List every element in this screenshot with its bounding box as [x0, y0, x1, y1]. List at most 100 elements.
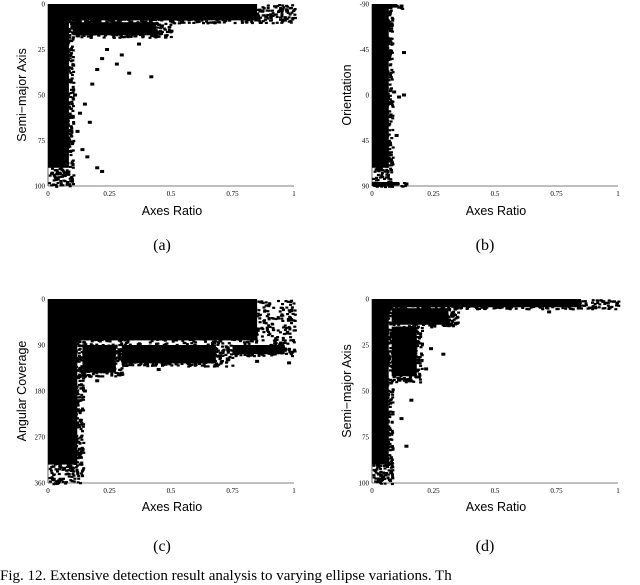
region-mark-c-0	[78, 412, 82, 415]
region-fill-b-2	[372, 181, 400, 186]
region-mark-c-1	[290, 308, 294, 311]
region-mark-c-0	[79, 472, 83, 475]
region-mark-a-0	[71, 116, 75, 119]
region-mark-b-0	[388, 158, 392, 161]
region-mark-c-0	[76, 402, 80, 406]
region-mark-c-0	[77, 440, 81, 443]
region-mark-a-1	[196, 20, 200, 23]
region-mark-c-1	[262, 306, 266, 309]
region-mark-c-1	[247, 342, 251, 345]
data-point-a-15	[73, 93, 78, 97]
region-mark-c-0	[80, 365, 84, 368]
sublabel-b: (b)	[476, 237, 495, 254]
region-mark-b-0	[390, 49, 393, 52]
region-mark-c-3	[221, 345, 224, 348]
region-mark-a-0	[70, 149, 74, 152]
region-mark-c-3	[218, 357, 222, 361]
region-fill-b-0	[372, 4, 389, 168]
region-mark-c-1	[271, 317, 275, 320]
data-point-c-4	[255, 359, 260, 363]
region-mark-c-1	[108, 340, 112, 343]
region-mark-c-1	[194, 341, 198, 344]
region-mark-a-2	[124, 35, 128, 38]
region-mark-c-0	[76, 461, 80, 464]
region-mark-b-0	[391, 19, 395, 22]
region-mark-c-1	[284, 326, 288, 330]
region-mark-c-1	[119, 340, 123, 343]
region-mark-c-0	[80, 359, 84, 362]
region-mark-c-3	[202, 363, 206, 366]
region-fill-b-1	[372, 4, 398, 8]
region-mark-a-0	[70, 100, 74, 103]
region-mark-c-1	[137, 342, 141, 345]
region-mark-c-1	[257, 314, 261, 317]
region-mark-a-1	[71, 21, 74, 24]
region-mark-c-3	[176, 364, 180, 367]
region-mark-b-0	[390, 68, 394, 71]
region-mark-a-2	[156, 22, 159, 26]
region-mark-a-2	[82, 34, 86, 37]
region-mark-c-1	[259, 301, 263, 304]
region-mark-c-0	[82, 409, 86, 412]
region-mark-c-1	[271, 323, 275, 326]
region-mark-a-2	[170, 29, 174, 33]
region-mark-a-2	[150, 34, 154, 37]
region-mark-c-1	[249, 340, 253, 343]
y-tick-label-c-0: 0	[42, 296, 46, 304]
region-mark-c-1	[126, 341, 130, 344]
region-mark-a-1	[261, 20, 265, 23]
region-mark-a-0	[60, 168, 64, 171]
region-mark-c-3	[215, 365, 219, 368]
region-mark-a-0	[58, 171, 62, 174]
region-mark-a-0	[67, 101, 71, 104]
region-mark-c-1	[216, 341, 220, 344]
region-mark-c-1	[227, 342, 231, 345]
region-mark-a-0	[69, 133, 73, 136]
data-point-a-4	[100, 57, 105, 61]
region-mark-c-3	[231, 356, 235, 359]
data-point-a-1	[149, 75, 154, 79]
region-mark-c-1	[216, 343, 220, 346]
region-mark-a-1	[224, 19, 228, 23]
region-mark-b-0	[388, 110, 392, 113]
region-mark-a-1	[271, 14, 275, 17]
region-mark-b-0	[385, 173, 389, 176]
data-point-b-3	[397, 95, 402, 99]
region-mark-a-0	[69, 150, 73, 153]
region-mark-c-1	[89, 343, 93, 346]
region-mark-a-1	[292, 9, 296, 13]
region-mark-a-1	[261, 9, 265, 12]
region-mark-c-0	[78, 366, 82, 369]
region-mark-c-3	[215, 350, 219, 353]
region-mark-c-0	[71, 472, 75, 475]
region-mark-a-1	[279, 7, 283, 10]
region-mark-b-0	[386, 176, 390, 179]
region-mark-a-2	[156, 26, 160, 29]
region-mark-a-0	[59, 172, 63, 176]
region-mark-c-1	[272, 306, 276, 309]
region-mark-c-0	[48, 467, 52, 470]
region-mark-a-0	[52, 183, 55, 186]
region-mark-a-0	[68, 34, 72, 37]
region-mark-c-1	[288, 332, 292, 335]
x-tick-label-b-4: 1	[616, 190, 620, 198]
region-mark-a-0	[52, 173, 56, 177]
region-mark-c-3	[225, 361, 228, 364]
ylabel-a: Semi−major Axis	[15, 48, 29, 141]
region-mark-c-0	[76, 457, 80, 460]
region-mark-b-0	[390, 171, 394, 174]
region-mark-c-2	[84, 374, 88, 377]
region-mark-c-4	[234, 354, 238, 358]
region-mark-a-0	[71, 159, 75, 162]
region-mark-c-0	[80, 350, 84, 354]
region-mark-c-3	[146, 365, 150, 368]
region-mark-b-0	[388, 122, 392, 125]
region-mark-a-0	[69, 114, 73, 117]
region-mark-c-2	[101, 375, 105, 378]
ylabel-c: Angular Coverage	[15, 341, 29, 442]
region-mark-a-0	[51, 167, 54, 170]
region-mark-a-0	[71, 109, 75, 112]
region-mark-a-1	[218, 21, 222, 24]
region-mark-a-0	[55, 170, 59, 173]
region-mark-a-0	[67, 171, 71, 174]
